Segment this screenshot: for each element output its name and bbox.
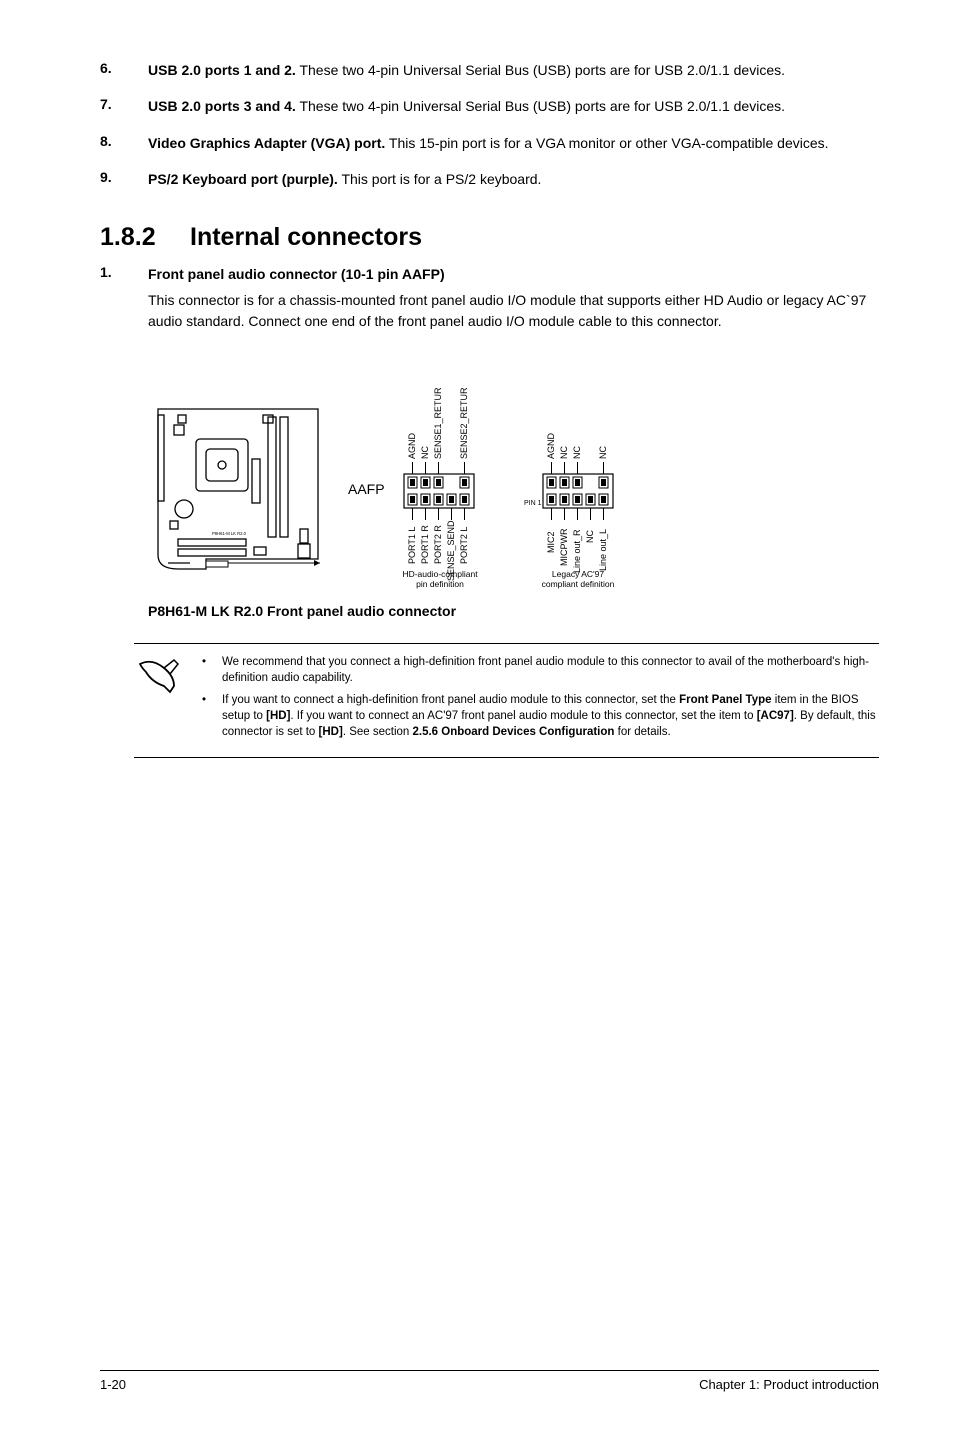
item-text: USB 2.0 ports 1 and 2. These two 4-pin U…	[148, 60, 785, 80]
pin1-label: PIN 1	[524, 500, 542, 507]
ac-top-1: NC	[559, 446, 569, 459]
note-item-2: If you want to connect a high-definition…	[194, 692, 879, 740]
subitem-body-row: This connector is for a chassis-mounted …	[100, 290, 879, 331]
pencil-note-icon	[134, 654, 194, 746]
ac-bot-3: NC	[585, 530, 595, 543]
board-model-label: P8H61-M LK R2.0	[212, 531, 247, 536]
hd-top-2: SENSE1_RETUR	[433, 387, 443, 459]
item-number: 8.	[100, 133, 148, 153]
item-rest: This 15-pin port is for a VGA monitor or…	[385, 135, 828, 151]
hd-bot-2: PORT2 R	[433, 525, 443, 564]
item-rest: These two 4-pin Universal Serial Bus (US…	[296, 62, 785, 78]
hd-bot-1: PORT1 R	[420, 525, 430, 564]
item-6: 6. USB 2.0 ports 1 and 2. These two 4-pi…	[100, 60, 879, 80]
ac-top-4: NC	[598, 446, 608, 459]
subitem-body: This connector is for a chassis-mounted …	[148, 290, 879, 331]
item-text: USB 2.0 ports 3 and 4. These two 4-pin U…	[148, 96, 785, 116]
note-list: We recommend that you connect a high-def…	[194, 654, 879, 746]
item-bold: USB 2.0 ports 1 and 2.	[148, 62, 296, 78]
hd-bot-4: PORT2 L	[459, 527, 469, 564]
item-rest: These two 4-pin Universal Serial Bus (US…	[296, 98, 785, 114]
ac-caption-1: Legacy AC'97	[552, 569, 604, 579]
ac-caption-2: compliant definition	[542, 579, 615, 589]
hd-top-0: AGND	[407, 433, 417, 460]
item-8: 8. Video Graphics Adapter (VGA) port. Th…	[100, 133, 879, 153]
ac-bot-2: Line out_R	[572, 529, 582, 573]
ac-bot-1: MICPWR	[559, 528, 569, 566]
note-item-1: We recommend that you connect a high-def…	[194, 654, 879, 686]
item-rest: This port is for a PS/2 keyboard.	[338, 171, 542, 187]
section-heading: 1.8.2 Internal connectors	[100, 223, 879, 252]
ac-bot-0: MIC2	[546, 532, 556, 554]
item-number: 7.	[100, 96, 148, 116]
subitem-title: Front panel audio connector (10-1 pin AA…	[148, 264, 445, 284]
item-9: 9. PS/2 Keyboard port (purple). This por…	[100, 169, 879, 189]
page-number: 1-20	[100, 1377, 126, 1392]
diagram-svg: P8H61-M LK R2.0 AAFP	[148, 359, 708, 594]
hd-caption-1: HD-audio-compliant	[402, 569, 478, 579]
hd-top-4: SENSE2_RETUR	[459, 387, 469, 459]
ac-top-2: NC	[572, 446, 582, 459]
ac-top-0: AGND	[546, 433, 556, 460]
section-number: 1.8.2	[100, 223, 190, 252]
item-text: PS/2 Keyboard port (purple). This port i…	[148, 169, 541, 189]
subitem-1: 1. Front panel audio connector (10-1 pin…	[100, 264, 879, 284]
hd-caption-2: pin definition	[416, 579, 464, 589]
diagram-main-caption: P8H61-M LK R2.0 Front panel audio connec…	[148, 603, 879, 619]
aafp-label: AAFP	[348, 481, 385, 497]
item-text: Video Graphics Adapter (VGA) port. This …	[148, 133, 829, 153]
item-bold: PS/2 Keyboard port (purple).	[148, 171, 338, 187]
hd-bot-0: PORT1 L	[407, 527, 417, 564]
item-number: 6.	[100, 60, 148, 80]
item-bold: USB 2.0 ports 3 and 4.	[148, 98, 296, 114]
note-block: We recommend that you connect a high-def…	[134, 643, 879, 757]
item-bold: Video Graphics Adapter (VGA) port.	[148, 135, 385, 151]
connector-diagram: P8H61-M LK R2.0 AAFP	[148, 359, 879, 599]
page-footer: 1-20 Chapter 1: Product introduction	[100, 1370, 879, 1392]
ac-bot-4: Line out_L	[598, 529, 608, 571]
section-title: Internal connectors	[190, 223, 422, 252]
item-7: 7. USB 2.0 ports 3 and 4. These two 4-pi…	[100, 96, 879, 116]
chapter-label: Chapter 1: Product introduction	[699, 1377, 879, 1392]
hd-top-1: NC	[420, 446, 430, 459]
subitem-number: 1.	[100, 264, 148, 284]
item-number: 9.	[100, 169, 148, 189]
